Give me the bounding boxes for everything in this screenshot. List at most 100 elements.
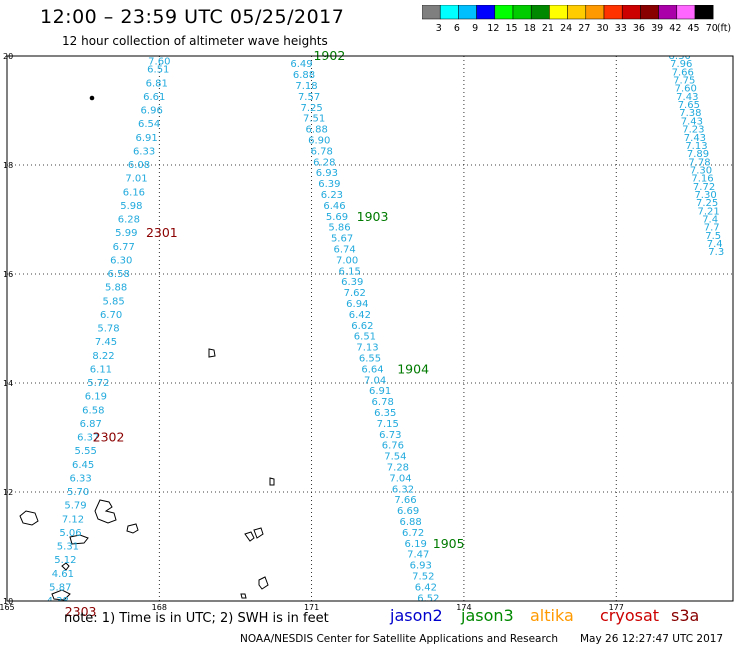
- wave-height-value: 6.15: [339, 266, 361, 277]
- pass-time-label: 2301: [146, 225, 178, 240]
- wave-height-value: 7.04: [389, 473, 411, 484]
- island-outline: [51, 589, 71, 601]
- wave-height-value: 6.87: [80, 419, 102, 430]
- island-outline: [258, 576, 269, 590]
- wave-height-value: 7.60: [148, 56, 170, 67]
- wave-height-value: 5.06: [59, 528, 81, 539]
- lon-tick-label: 174: [456, 603, 471, 612]
- wave-height-value: 6.51: [147, 65, 169, 76]
- pass-time-label: 1905: [433, 536, 465, 551]
- wave-height-value: 6.58: [82, 405, 104, 416]
- wave-height-value: 6.32: [392, 484, 414, 495]
- wave-height-value: 7.38: [679, 108, 701, 119]
- wave-height-value: 7.3: [708, 247, 724, 258]
- wave-height-value: 6.91: [369, 386, 391, 397]
- wave-height-value: 7.23: [682, 125, 704, 136]
- island-outline: [208, 348, 216, 358]
- wave-height-value: 5.69: [326, 212, 348, 223]
- wave-height-value: 5.99: [115, 228, 137, 239]
- wave-height-value: 7.43: [676, 92, 698, 103]
- wave-height-value: 7.72: [693, 182, 715, 193]
- wave-height-value: 7.52: [412, 571, 434, 582]
- wave-height-value: 7.12: [62, 514, 84, 525]
- wave-height-value: 7.00: [336, 255, 358, 266]
- colorbar-tick-label: 70: [706, 23, 718, 34]
- wave-height-value: 6.08: [128, 160, 150, 171]
- pass-time-label: 1904: [397, 361, 429, 376]
- wave-height-value: 6.90: [308, 135, 330, 146]
- colorbar-tick-label: 3: [436, 23, 442, 34]
- wave-height-value: 5.31: [57, 542, 79, 553]
- wave-height-value: 6.35: [374, 408, 396, 419]
- wave-height-value: 7.30: [690, 165, 712, 176]
- pass-time-label: 1903: [357, 209, 389, 224]
- wave-height-value: 7.21: [697, 206, 719, 217]
- wave-height-value: 6.70: [100, 310, 122, 321]
- wave-height-value: 6.64: [361, 364, 383, 375]
- island-outline: [240, 593, 247, 599]
- map-subtitle: 12 hour collection of altimeter wave hei…: [62, 34, 328, 48]
- wave-height-value: 6.19: [405, 539, 427, 550]
- wave-height-value: 6.39: [318, 179, 340, 190]
- wave-height-value: 6.33: [69, 473, 91, 484]
- wave-height-value: 6.78: [311, 146, 333, 157]
- wave-height-value: 6.42: [349, 310, 371, 321]
- colorbar-legend: 3 6 9 12 15 18 21 24 27 30 33 36 39 42 45 70 (ft): [422, 5, 731, 34]
- wave-height-value: 7.43: [684, 133, 706, 144]
- pass-time-label: 2302: [93, 430, 125, 445]
- wave-height-value: 5.12: [54, 555, 76, 566]
- lat-tick-label: 18: [3, 161, 13, 170]
- wave-height-value: 4.38: [47, 596, 69, 607]
- island-outline: [126, 523, 139, 534]
- wave-height-value: 7.30: [694, 190, 716, 201]
- colorbar-tick-label: 18: [524, 23, 536, 34]
- wave-height-value: 7.25: [696, 198, 718, 209]
- wave-height-value: 6.54: [138, 119, 160, 130]
- wave-height-value: 7.54: [384, 452, 406, 463]
- wave-height-value: 5.55: [75, 446, 97, 457]
- wave-height-value: 6.61: [143, 92, 165, 103]
- colorbar-tick-label: 9: [472, 23, 478, 34]
- wave-height-value: 6.42: [415, 582, 437, 593]
- satellite-label-cryosat: cryosat: [600, 606, 660, 625]
- wave-height-value: 7.13: [356, 343, 378, 354]
- wave-height-value: 7.96: [670, 59, 692, 70]
- wave-height-value: 6.73: [379, 430, 401, 441]
- wave-height-value: 6.19: [85, 392, 107, 403]
- wave-height-value: 7.89: [687, 149, 709, 160]
- wave-height-value: 7.01: [125, 174, 147, 185]
- wave-height-value: 8.22: [92, 351, 114, 362]
- colorbar-tick-label: 30: [596, 23, 608, 34]
- island-outline: [61, 562, 70, 571]
- footnote: note: 1) Time is in UTC; 2) SWH is in fe…: [64, 611, 329, 626]
- wave-height-value: 6.46: [323, 201, 345, 212]
- colorbar-tick-label: 33: [615, 23, 627, 34]
- colorbar-tick-label: 36: [633, 23, 645, 34]
- wave-height-value: 6.28: [118, 215, 140, 226]
- wave-height-value: 6.23: [321, 190, 343, 201]
- wave-height-value: 7.45: [95, 337, 117, 348]
- lon-tick-label: 168: [152, 603, 167, 612]
- lat-tick-label: 12: [3, 488, 13, 497]
- wave-height-value: 7.43: [681, 116, 703, 127]
- colorbar-tick-label: 27: [578, 23, 590, 34]
- wave-height-value: 5.86: [328, 223, 350, 234]
- wave-height-value: 6.46: [288, 48, 310, 59]
- wave-height-value: 6.55: [359, 353, 381, 364]
- island-outline: [69, 534, 89, 545]
- satellite-label-jason2: jason2: [390, 606, 443, 625]
- wave-height-value: 4.61: [52, 569, 74, 580]
- wave-height-value: 6.51: [354, 332, 376, 343]
- wave-height-value: 5.72: [87, 378, 109, 389]
- wave-height-value: 6.93: [410, 561, 432, 572]
- map-title: 12:00 – 23:59 UTC 05/25/2017: [40, 6, 345, 28]
- wave-height-value: 7.66: [394, 495, 416, 506]
- wave-height-value: 7.28: [387, 462, 409, 473]
- wave-height-value: 5.88: [105, 283, 127, 294]
- colorbar-tick-label: 12: [487, 23, 499, 34]
- wave-height-value: 6.69: [397, 506, 419, 517]
- wave-height-value: 7.62: [344, 288, 366, 299]
- wave-height-value: 5.79: [64, 501, 86, 512]
- wave-height-value: 6.39: [341, 277, 363, 288]
- wave-height-value: 6.11: [90, 364, 112, 375]
